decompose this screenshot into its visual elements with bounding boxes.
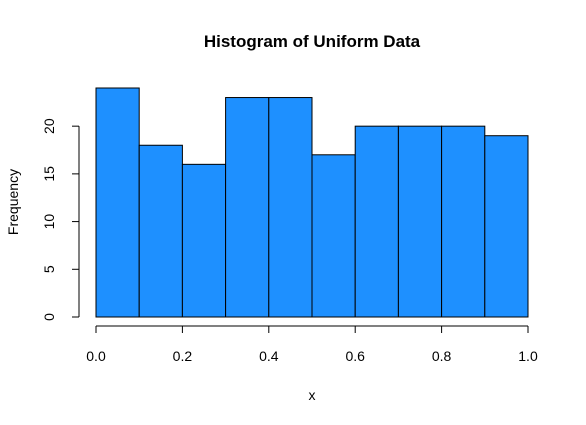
y-axis-label: Frequency: [5, 169, 21, 235]
histogram-bar-2: [181, 163, 227, 318]
x-axis-label: x: [309, 387, 316, 403]
y-axis: 0 5 10 15 20: [41, 118, 80, 321]
histogram-bar-5: [311, 154, 356, 318]
y-tick-label: 5: [41, 265, 57, 273]
histogram-bar-7: [397, 125, 443, 318]
histogram-bar-1: [138, 144, 183, 318]
x-tick-label: 0.6: [345, 348, 365, 364]
y-tick-label: 15: [41, 166, 57, 182]
histogram-bar-4: [268, 97, 313, 318]
x-tick-label: 0.0: [86, 348, 106, 364]
x-axis: 0.0 0.2 0.4 0.6 0.8 1.0: [86, 325, 538, 364]
x-tick-label: 0.8: [432, 348, 452, 364]
y-tick-label: 10: [41, 214, 57, 230]
histogram-bar-9: [484, 135, 529, 318]
x-tick-label: 1.0: [518, 348, 538, 364]
histogram-bar-3: [225, 97, 270, 318]
x-tick-label: 0.2: [173, 348, 193, 364]
histogram-bar-0: [95, 87, 140, 318]
x-tick-label: 0.4: [259, 348, 279, 364]
y-tick-label: 0: [41, 313, 57, 321]
histogram-bar-6: [354, 125, 399, 318]
histogram-bar-8: [441, 125, 486, 318]
y-tick-label: 20: [41, 118, 57, 134]
bars-group: [95, 87, 529, 318]
chart-title: Histogram of Uniform Data: [204, 32, 421, 51]
